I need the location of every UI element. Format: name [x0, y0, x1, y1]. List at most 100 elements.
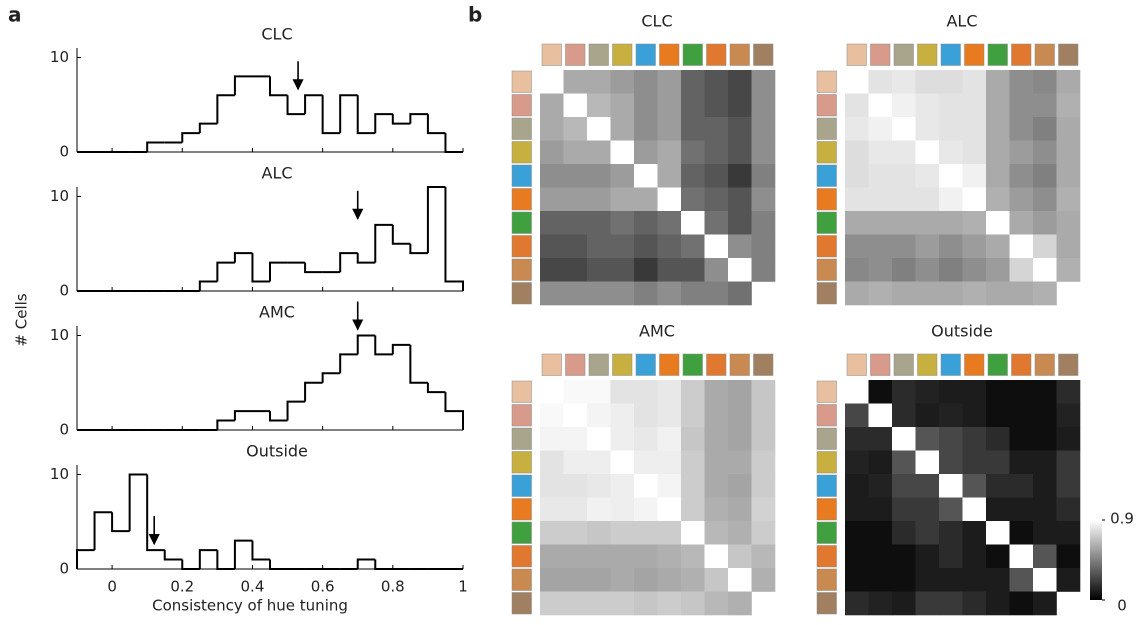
stimulus-icon [511, 498, 532, 521]
heatmap-cell [563, 281, 588, 306]
y-tick-label: 0 [59, 421, 69, 439]
heatmap-cell [681, 258, 705, 282]
heatmap-cell [939, 427, 963, 451]
stimulus-icon [987, 43, 1008, 66]
heatmap-cell [915, 450, 940, 475]
heatmap-cell [1009, 211, 1034, 235]
heatmap-cell [939, 258, 963, 282]
stimulus-icon [753, 43, 774, 66]
heatmap-cell [915, 281, 940, 306]
heatmap-cell [915, 591, 940, 616]
stimulus-icon [816, 404, 837, 427]
heatmap-cell [634, 211, 658, 235]
heatmap-cell [962, 70, 987, 94]
x-tick-label: 0.6 [311, 578, 335, 596]
heatmap-cell [986, 591, 1010, 616]
histogram-step [426, 382, 446, 394]
heatmap-cell [540, 474, 564, 498]
colorbar [1090, 520, 1102, 600]
heatmap-cell [1033, 427, 1057, 451]
heatmap-cell [939, 117, 963, 141]
histogram-step [233, 252, 253, 263]
heatmap-cell [610, 117, 635, 141]
heatmap-cell [563, 211, 588, 235]
chart-title: ALC [262, 164, 293, 183]
stimulus-icon [511, 592, 532, 615]
heatmap-cell [634, 281, 658, 306]
y-tick-label: 0 [59, 143, 69, 161]
heatmap-cell [704, 164, 729, 188]
stimulus-icon [511, 474, 532, 497]
heatmap-cell [915, 164, 940, 188]
heatmap-cell [681, 474, 705, 498]
heatmap-cell [868, 281, 893, 306]
heatmap-cell [681, 234, 705, 259]
heatmap-cell [939, 403, 963, 428]
histogram-step [269, 76, 288, 97]
heatmap-cell [1033, 544, 1057, 569]
heatmap-cell [657, 521, 682, 545]
heatmap-cell [986, 234, 1010, 259]
heatmap-cell [540, 93, 564, 118]
chart-title: CLC [261, 25, 292, 44]
histogram-step [374, 335, 393, 356]
stimulus-icon [612, 43, 633, 66]
heatmap-cell [939, 474, 963, 498]
heatmap-cell [610, 403, 635, 428]
stimulus-icon [541, 353, 562, 376]
y-tick-label: 0 [59, 560, 69, 578]
heatmap-cell [704, 450, 729, 475]
x-tick-label: 0.4 [241, 578, 265, 596]
heatmap-cell [962, 403, 987, 428]
heatmap-cell [704, 403, 729, 428]
heatmap-cell [704, 474, 729, 498]
heatmap-cell [657, 497, 682, 522]
stimulus-icon [940, 43, 961, 66]
heatmap-cell [563, 164, 588, 188]
heatmap-cell [962, 211, 987, 235]
heatmap-cell [986, 187, 1010, 212]
heatmap-cell [892, 591, 916, 616]
histogram-step [339, 94, 358, 134]
heatmap-cell [634, 234, 658, 259]
heatmap-cell [1033, 164, 1057, 188]
y-tick-label: 10 [50, 465, 69, 483]
heatmap-cell [868, 70, 893, 94]
heatmap-cell [681, 568, 705, 592]
histogram-step [93, 511, 113, 551]
histogram-step [233, 410, 253, 421]
stimulus-icon [816, 235, 837, 258]
heatmap-cell [1033, 70, 1057, 94]
heatmap-cell [1056, 258, 1081, 282]
heatmap-cell [681, 140, 705, 165]
heatmap-cell [681, 544, 705, 569]
heatmap-cell [657, 164, 682, 188]
heatmap-cell [915, 380, 940, 404]
heatmap-cell [728, 521, 752, 545]
heatmap-cell [986, 403, 1010, 428]
heatmap-cell [610, 258, 635, 282]
heatmap-cell [939, 380, 963, 404]
heatmap-cell [681, 450, 705, 475]
heatmap-cell [587, 403, 611, 428]
heatmap-cell [845, 403, 869, 428]
heatmap-cell [915, 497, 940, 522]
stimulus-icon [816, 427, 837, 450]
heatmap-cell [1033, 450, 1057, 475]
x-tick-label: 0.8 [381, 578, 405, 596]
heatmap-cell [634, 568, 658, 592]
stimulus-icon [1058, 353, 1079, 376]
heatmap-cell [751, 380, 776, 404]
stimulus-icon [682, 353, 703, 376]
stimulus-icon [893, 353, 914, 376]
heatmap-cell [704, 497, 729, 522]
stimulus-icon [816, 451, 837, 474]
heatmap-cell [962, 474, 987, 498]
heatmap-cell [1009, 521, 1034, 545]
heatmap-cell [657, 211, 682, 235]
heatmap-cell [587, 140, 611, 165]
heatmap-cell [939, 497, 963, 522]
heatmap-cell [845, 474, 869, 498]
stimulus-icon [511, 94, 532, 117]
heatmap-cell [587, 117, 611, 141]
